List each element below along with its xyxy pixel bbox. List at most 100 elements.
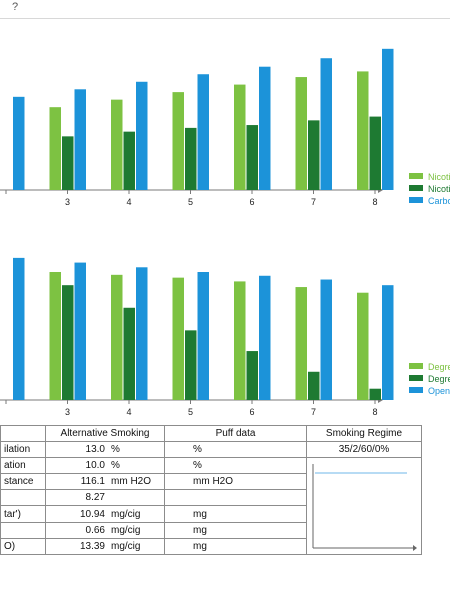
alt-value: 0.66 — [85, 524, 105, 536]
bar-1 — [49, 107, 61, 190]
puff-unit: mm H2O — [164, 473, 307, 491]
bar-1 — [357, 292, 369, 400]
bar-1 — [49, 272, 61, 400]
table-row: ation 10.0% % — [0, 456, 422, 555]
alt-value: 10.94 — [79, 508, 105, 520]
alt-unit: % — [111, 460, 120, 472]
alt-value: 13.0 — [85, 444, 105, 455]
legend-swatch — [409, 387, 423, 393]
bar-3 — [320, 58, 332, 191]
legend-swatch — [409, 363, 423, 369]
alt-value-cell: 0.66 mg/cig — [45, 521, 165, 539]
alt-value: 116.1 — [80, 476, 105, 488]
puff-unit: mg — [164, 521, 307, 539]
bar-1 — [172, 277, 184, 400]
x-tick-label: 6 — [249, 407, 254, 417]
alt-value-cell: 116.1 mm H2O — [45, 473, 165, 491]
bar-1 — [295, 287, 307, 400]
bar-1 — [357, 71, 369, 190]
row-label: tar') — [0, 505, 46, 523]
alt-value: 10.0 — [85, 460, 105, 472]
x-tick-label: 7 — [311, 197, 316, 207]
alt-unit: % — [111, 444, 120, 455]
bar-2 — [246, 125, 258, 190]
row-label: stance — [0, 473, 46, 491]
alt-value: 8.27 — [85, 492, 105, 504]
bar-3 — [197, 272, 209, 400]
regime-mini-chart — [312, 464, 417, 551]
bar-2 — [246, 351, 258, 400]
x-tick-label: 3 — [65, 407, 70, 417]
legend-swatch — [409, 173, 423, 179]
bar-3 — [382, 48, 394, 190]
header-blank-cell — [0, 425, 46, 442]
bar-2 — [308, 120, 320, 190]
bar-3 — [259, 275, 271, 400]
smoking-data-table: Alternative Smoking Puff data Smoking Re… — [0, 425, 422, 556]
alt-value-cell: 13.39 mg/cig — [45, 537, 165, 556]
bar-2 — [369, 388, 381, 400]
puff-unit: % — [164, 441, 307, 458]
bar-1 — [172, 92, 184, 190]
table-header-row: Alternative Smoking Puff data Smoking Re… — [0, 425, 422, 442]
bar-2 — [369, 116, 381, 190]
legend-swatch — [409, 185, 423, 191]
alt-unit: mg/cig — [111, 508, 141, 520]
row-label: O) — [0, 537, 46, 556]
row-label: ilation — [0, 441, 46, 458]
x-tick-label: 4 — [126, 407, 131, 417]
window-titlebar: ? — [0, 0, 450, 19]
legend-label: Carbo — [428, 196, 450, 206]
table-row: O) 13.39 mg/cig mg — [0, 537, 422, 556]
alt-value-cell: 8.27 — [45, 489, 165, 507]
x-tick-label: 8 — [372, 197, 377, 207]
bar-2 — [62, 136, 74, 190]
bar-3 — [74, 89, 86, 190]
puff-unit: mg — [164, 505, 307, 523]
row-label — [0, 521, 46, 539]
bar-1 — [295, 77, 307, 190]
alt-unit: mm H2O — [111, 476, 151, 488]
bar-1 — [234, 84, 246, 190]
bar-2 — [123, 307, 135, 400]
bar-3 — [197, 74, 209, 190]
alt-unit: mg/cig — [111, 540, 141, 552]
help-menu[interactable]: ? — [12, 1, 19, 13]
bar-3 — [136, 81, 148, 190]
x-tick-label: 5 — [188, 197, 193, 207]
alt-value: 13.39 — [79, 540, 105, 552]
table-row: 0.66 mg/cig mg — [0, 521, 422, 539]
bar-3 — [259, 66, 271, 190]
bar-3 — [382, 285, 394, 400]
bar-1 — [111, 274, 123, 400]
header-puff-data: Puff data — [164, 425, 307, 442]
legend-label: Nicoti — [428, 172, 450, 182]
x-tick-label: 7 — [311, 407, 316, 417]
x-tick-label: 5 — [188, 407, 193, 417]
bar-2 — [185, 330, 197, 400]
x-tick-label: 6 — [249, 197, 254, 207]
puff-unit: mg — [164, 537, 307, 556]
x-tick-label: 3 — [65, 197, 70, 207]
header-alternative-smoking: Alternative Smoking — [45, 425, 165, 442]
alt-value-cell: 10.0% — [45, 456, 165, 475]
degree-open-bar-chart: 3 4 5 6 7 8 Degre Degre Open — [0, 257, 450, 417]
alt-value-cell: 10.94 mg/cig — [45, 505, 165, 523]
bar-3 — [136, 267, 148, 400]
legend-label: Open — [428, 386, 450, 396]
bar-3 — [74, 262, 86, 400]
bar-3 — [320, 279, 332, 400]
nicotine-carbon-bar-chart: 3 4 5 6 7 8 Nicoti Nicoti Carbo — [0, 48, 450, 207]
bar-2 — [308, 371, 320, 400]
bar-2 — [185, 127, 197, 190]
alt-unit: mg/cig — [111, 524, 141, 536]
regime-value: 35/2/60/0% — [306, 441, 422, 458]
x-tick-label: 4 — [126, 197, 131, 207]
x-tick-label: 8 — [372, 407, 377, 417]
bar-2 — [62, 285, 74, 400]
puff-unit: % — [164, 456, 307, 475]
bar-2 — [123, 131, 135, 190]
legend-label: Degre — [428, 362, 450, 372]
table-row: ilation 13.0% % 35/2/60/0% — [0, 441, 422, 458]
legend-label: Nicoti — [428, 184, 450, 194]
